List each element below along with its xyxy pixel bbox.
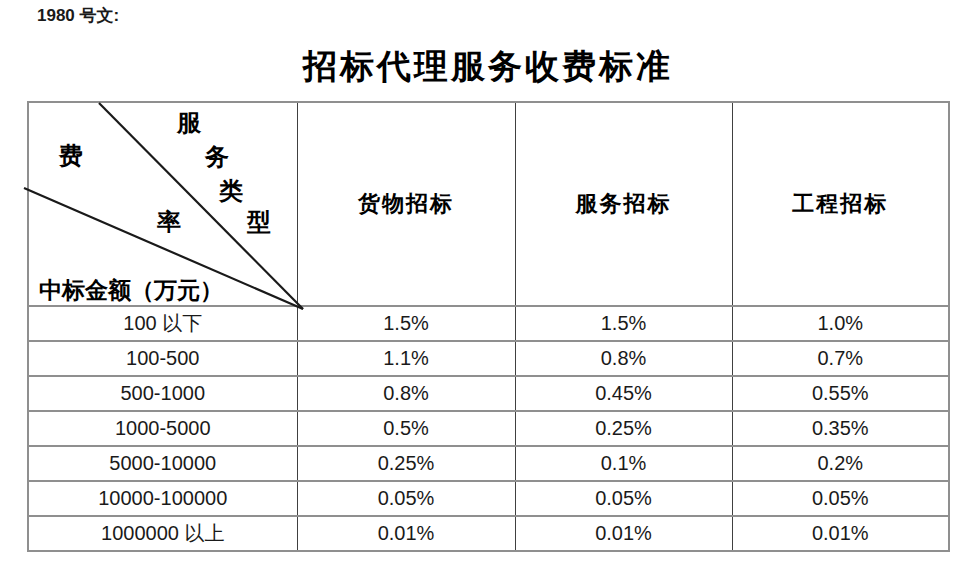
bid-amount-range: 5000-10000 bbox=[28, 446, 297, 481]
rate-value: 1.1% bbox=[297, 341, 515, 376]
rate-value: 0.45% bbox=[515, 376, 732, 411]
table-row: 100 以下 1.5% 1.5% 1.0% bbox=[28, 306, 949, 341]
column-header-services: 服务招标 bbox=[515, 102, 732, 306]
bid-amount-range: 10000-100000 bbox=[28, 481, 297, 516]
bid-amount-range: 1000-5000 bbox=[28, 411, 297, 446]
bid-amount-range: 100 以下 bbox=[28, 306, 297, 341]
table-row: 1000000 以上 0.01% 0.01% 0.01% bbox=[28, 516, 949, 551]
rate-value: 0.5% bbox=[297, 411, 515, 446]
header-row: 服 费 务 类 率 型 中标金额（万元） 货物招标 服务招标 工程招标 bbox=[28, 102, 949, 306]
table-row: 1000-5000 0.5% 0.25% 0.35% bbox=[28, 411, 949, 446]
rate-value: 0.7% bbox=[732, 341, 949, 376]
rate-value: 0.55% bbox=[732, 376, 949, 411]
corner-label-fee-char: 费 bbox=[59, 144, 83, 168]
rate-value: 0.2% bbox=[732, 446, 949, 481]
corner-header-cell: 服 费 务 类 率 型 中标金额（万元） bbox=[28, 102, 297, 306]
diagonal-split-lines bbox=[29, 103, 298, 307]
corner-label-service-char: 型 bbox=[247, 210, 271, 234]
rate-value: 0.01% bbox=[732, 516, 949, 551]
rate-value: 0.8% bbox=[297, 376, 515, 411]
rate-value: 0.05% bbox=[515, 481, 732, 516]
corner-label-bid-amount: 中标金额（万元） bbox=[39, 279, 223, 302]
rate-value: 0.1% bbox=[515, 446, 732, 481]
rate-value: 0.05% bbox=[732, 481, 949, 516]
table-row: 100-500 1.1% 0.8% 0.7% bbox=[28, 341, 949, 376]
corner-label-service-char: 服 bbox=[177, 111, 201, 135]
rate-value: 0.35% bbox=[732, 411, 949, 446]
rate-value: 0.01% bbox=[515, 516, 732, 551]
rate-value: 0.01% bbox=[297, 516, 515, 551]
table-row: 10000-100000 0.05% 0.05% 0.05% bbox=[28, 481, 949, 516]
document-page: 1980 号文: 招标代理服务收费标准 服 费 务 类 率 bbox=[0, 0, 976, 581]
table-row: 500-1000 0.8% 0.45% 0.55% bbox=[28, 376, 949, 411]
rate-value: 1.5% bbox=[297, 306, 515, 341]
bid-amount-range: 500-1000 bbox=[28, 376, 297, 411]
corner-label-service-char: 务 bbox=[205, 145, 229, 169]
column-header-engineering: 工程招标 bbox=[732, 102, 949, 306]
rate-value: 1.5% bbox=[515, 306, 732, 341]
table-row: 5000-10000 0.25% 0.1% 0.2% bbox=[28, 446, 949, 481]
rate-value: 0.25% bbox=[297, 446, 515, 481]
rate-value: 0.05% bbox=[297, 481, 515, 516]
bid-amount-range: 100-500 bbox=[28, 341, 297, 376]
page-title: 招标代理服务收费标准 bbox=[0, 44, 976, 90]
corner-label-rate-char: 率 bbox=[157, 210, 181, 234]
corner-label-service-char: 类 bbox=[219, 179, 243, 203]
fee-standard-table: 服 费 务 类 率 型 中标金额（万元） 货物招标 服务招标 工程招标 100 … bbox=[27, 101, 950, 552]
bid-amount-range: 1000000 以上 bbox=[28, 516, 297, 551]
rate-value: 0.25% bbox=[515, 411, 732, 446]
rate-value: 0.8% bbox=[515, 341, 732, 376]
column-header-goods: 货物招标 bbox=[297, 102, 515, 306]
doc-reference-label: 1980 号文: bbox=[37, 4, 119, 27]
rate-value: 1.0% bbox=[732, 306, 949, 341]
